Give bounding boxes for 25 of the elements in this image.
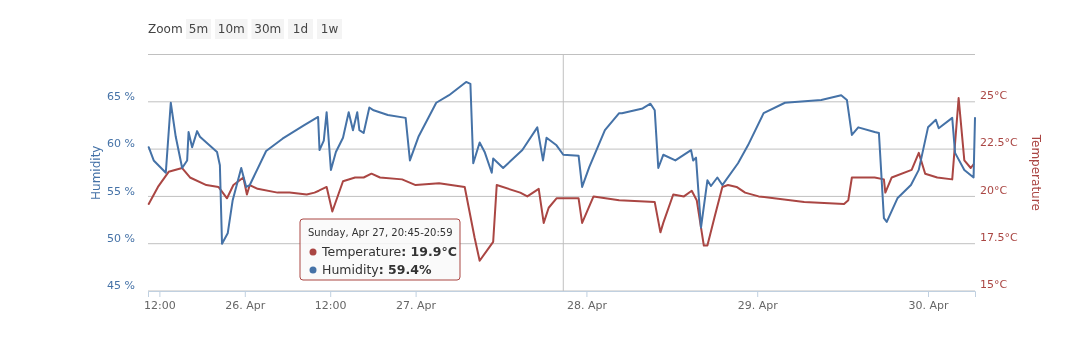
x-tick-label: 12:00: [314, 298, 347, 312]
y-tick-label: 65 %: [107, 90, 135, 104]
y2-axis-title: Temperature: [1029, 133, 1043, 211]
y2-tick-label: 20°C: [980, 183, 1008, 197]
y-tick-label: 45 %: [107, 279, 135, 293]
x-tick-label: 26. Apr: [225, 298, 266, 312]
y-tick-label: 50 %: [107, 232, 135, 245]
annotation: Sunday, Apr 27, 20:45-20:59: [308, 227, 453, 238]
x-tick-label: 30. Apr: [908, 298, 950, 312]
annotation: : 59.4%: [378, 262, 432, 277]
y-axis-title: Humidity: [89, 145, 103, 200]
y2-tick-label: 22.5°C: [980, 136, 1018, 150]
legend-label: Humidity: [322, 262, 380, 277]
x-tick-label: 28. Apr: [566, 298, 608, 312]
y-tick-label: 55 %: [107, 184, 135, 198]
x-tick-label: 12:00: [144, 298, 176, 312]
legend-label: Temperature: [321, 244, 402, 259]
y2-tick-label: 15°C: [980, 278, 1008, 292]
x-tick-label: 27. Apr: [396, 298, 437, 312]
x-tick-label: 29. Apr: [737, 298, 779, 312]
annotation: : 19.9°C: [401, 244, 457, 259]
y-tick-label: 60 %: [107, 137, 135, 151]
y2-tick-label: 25°C: [980, 89, 1008, 102]
y2-tick-label: 17.5°C: [980, 230, 1018, 244]
zoom-buttons: Zoom 5m 10m 30m 1d 1w: [148, 19, 342, 39]
